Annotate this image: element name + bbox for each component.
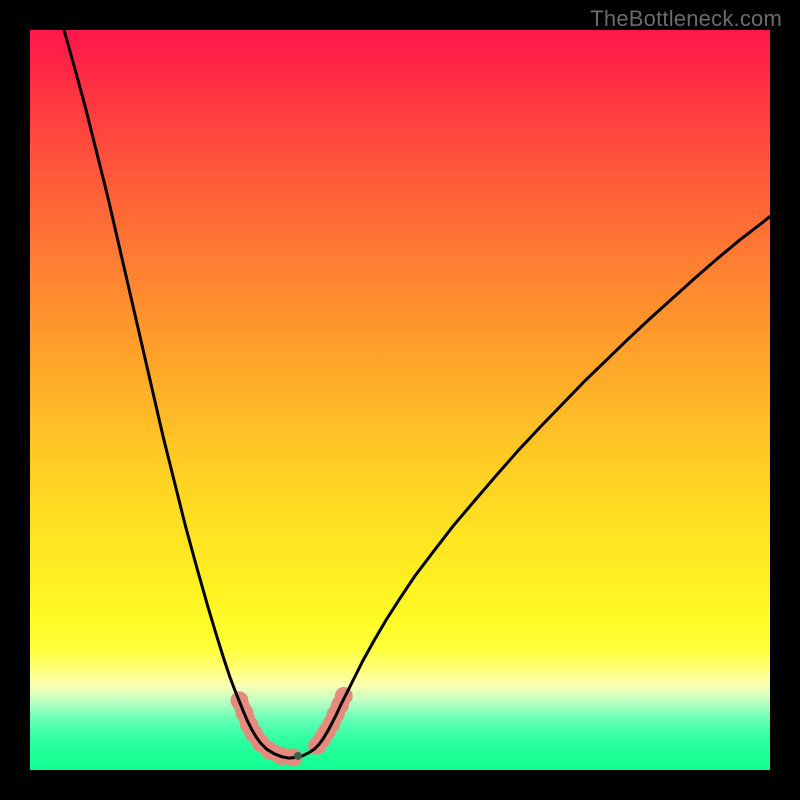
watermark-text: TheBottleneck.com	[590, 6, 782, 32]
min-marker	[294, 752, 302, 760]
bottleneck-curve	[64, 30, 770, 758]
chart-curve-svg	[30, 30, 770, 770]
chart-plot-area	[30, 30, 770, 770]
